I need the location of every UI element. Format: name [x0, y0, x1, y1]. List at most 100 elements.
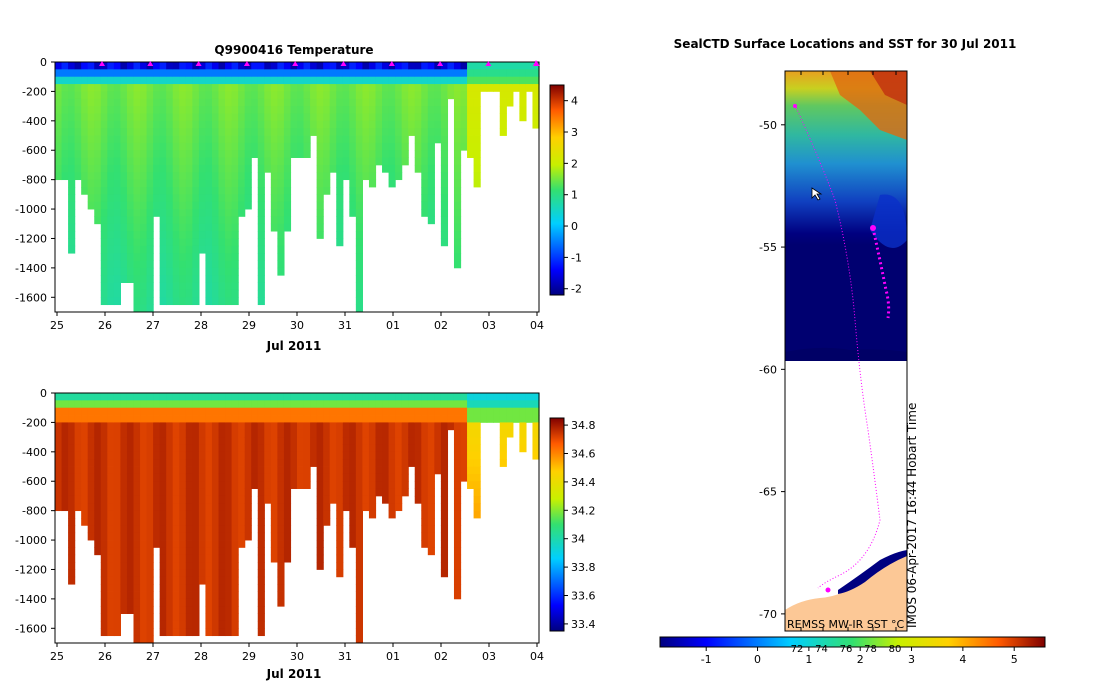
heatmap-cell — [316, 554, 324, 563]
heatmap-cell — [126, 245, 135, 254]
heatmap-cell — [270, 106, 278, 114]
heatmap-cell — [113, 495, 121, 504]
heatmap-cell — [421, 201, 429, 210]
heatmap-cell — [126, 606, 135, 614]
heatmap-cell — [146, 481, 154, 489]
heatmap-cell — [225, 422, 233, 431]
heatmap-cell — [113, 120, 121, 129]
heatmap-cell — [179, 510, 187, 519]
heatmap-cell — [179, 429, 187, 438]
heatmap-cell — [532, 69, 540, 78]
heatmap-cell — [68, 400, 76, 409]
heatmap-cell — [55, 459, 63, 467]
heatmap-cell — [205, 157, 213, 166]
heatmap-cell — [303, 120, 311, 129]
heatmap-cell — [74, 481, 82, 489]
heatmap-cell — [519, 62, 527, 70]
heatmap-cell — [192, 69, 200, 78]
heatmap-cell — [153, 194, 161, 203]
heatmap-cell — [382, 157, 390, 166]
heatmap-cell — [179, 518, 187, 526]
heatmap-cell — [146, 216, 154, 225]
heatmap-cell — [349, 466, 357, 475]
heatmap-cell — [290, 400, 298, 409]
heatmap-cell — [198, 128, 207, 136]
heatmap-cell — [231, 69, 239, 78]
heatmap-cell — [140, 488, 148, 497]
heatmap-cell — [140, 525, 148, 534]
heatmap-cell — [218, 128, 226, 136]
heatmap-cell — [146, 289, 154, 298]
heatmap-cell — [447, 76, 455, 85]
heatmap-cell — [146, 245, 154, 254]
heatmap-cell — [113, 238, 121, 247]
heatmap-cell — [153, 503, 161, 512]
heatmap-cell — [185, 569, 193, 578]
heatmap-cell — [532, 120, 540, 129]
heatmap-cell — [336, 223, 344, 232]
heatmap-cell — [198, 393, 207, 401]
heatmap-cell — [355, 223, 363, 232]
heatmap-cell — [382, 62, 390, 70]
heatmap-cell — [277, 209, 285, 217]
heatmap-cell — [297, 98, 305, 107]
heatmap-cell — [525, 415, 534, 423]
heatmap-cell — [336, 525, 344, 534]
heatmap-cell — [453, 194, 462, 203]
heatmap-cell — [205, 142, 213, 151]
heatmap-cell — [140, 466, 148, 475]
heatmap-cell — [401, 62, 409, 70]
heatmap-cell — [336, 179, 344, 188]
heatmap-cell — [231, 297, 239, 306]
heatmap-cell — [185, 231, 193, 239]
heatmap-cell — [159, 113, 167, 122]
heatmap-cell — [192, 584, 200, 592]
heatmap-cell — [126, 451, 135, 460]
seal-location-marker — [870, 225, 876, 231]
heatmap-cell — [342, 422, 350, 431]
heatmap-cell — [146, 473, 154, 482]
heatmap-cell — [61, 407, 69, 416]
colorbar-tick-label: 33.4 — [571, 618, 596, 631]
heatmap-cell — [133, 437, 141, 445]
heatmap-cell — [401, 84, 409, 92]
heatmap-cell — [257, 98, 265, 107]
heatmap-cell — [368, 142, 377, 151]
heatmap-cell — [140, 194, 148, 203]
heatmap-cell — [205, 495, 213, 504]
heatmap-cell — [486, 393, 494, 401]
heatmap-cell — [362, 113, 370, 122]
heatmap-cell — [453, 466, 462, 475]
heatmap-cell — [153, 415, 161, 423]
heatmap-cell — [211, 554, 220, 563]
heatmap-cell — [211, 150, 220, 158]
heatmap-cell — [401, 473, 409, 482]
heatmap-cell — [126, 422, 135, 431]
heatmap-cell — [126, 128, 135, 136]
heatmap-cell — [166, 495, 174, 504]
heatmap-cell — [362, 62, 370, 70]
heatmap-cell — [159, 444, 167, 453]
heatmap-cell — [342, 429, 350, 438]
heatmap-cell — [218, 437, 226, 445]
heatmap-cell — [146, 532, 154, 541]
heatmap-cell — [460, 429, 468, 438]
heatmap-cell — [277, 164, 285, 173]
heatmap-cell — [368, 473, 377, 482]
heatmap-cell — [231, 547, 239, 556]
heatmap-cell — [225, 576, 233, 585]
heatmap-cell — [211, 628, 220, 637]
heatmap-cell — [290, 466, 298, 475]
heatmap-cell — [87, 172, 95, 181]
heatmap-cell — [368, 106, 377, 114]
heatmap-cell — [87, 422, 95, 431]
heatmap-cell — [126, 547, 135, 556]
heatmap-cell — [205, 562, 213, 570]
heatmap-cell — [519, 76, 527, 85]
heatmap-cell — [68, 91, 76, 100]
heatmap-cell — [316, 172, 324, 181]
heatmap-cell — [506, 84, 514, 92]
heatmap-cell — [107, 76, 115, 85]
heatmap-cell — [61, 415, 69, 423]
heatmap-cell — [257, 194, 265, 203]
